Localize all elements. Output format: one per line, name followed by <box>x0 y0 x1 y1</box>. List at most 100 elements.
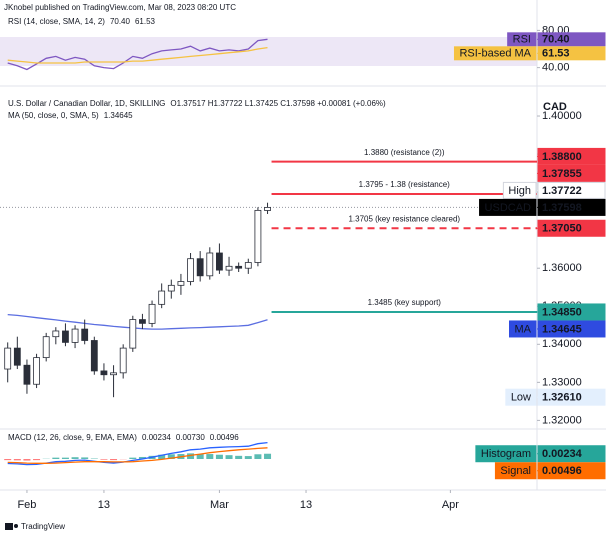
x-tick-label: Apr <box>442 499 459 511</box>
candle-body <box>62 330 69 343</box>
candle-body <box>235 265 243 269</box>
candle-body <box>90 340 98 372</box>
candle-body <box>110 372 117 376</box>
histogram-bar <box>215 454 223 459</box>
tag-label: 1.34850 <box>542 306 582 318</box>
candle-body <box>81 328 89 341</box>
histogram-bar <box>100 459 108 460</box>
candle-body <box>100 370 108 376</box>
tag-box <box>537 219 606 237</box>
candle-body <box>254 209 262 263</box>
candle-body <box>206 252 214 277</box>
candle-body <box>139 319 146 324</box>
tag-label: 1.32610 <box>542 392 582 404</box>
histogram-bar <box>206 454 214 459</box>
x-tick-label: Mar <box>210 499 229 511</box>
panel-title: RSI (14, close, SMA, 14, 2) <box>8 17 105 26</box>
tag-label: 70.40 <box>542 34 570 46</box>
candle-body <box>187 258 194 282</box>
candle-body <box>225 265 233 271</box>
tag-label: 61.53 <box>542 48 570 60</box>
series-line <box>7 46 268 64</box>
tag-name: RSI <box>513 34 531 46</box>
tag-box <box>537 320 606 338</box>
tag-label: 1.37050 <box>542 223 582 235</box>
y-tick-label: 1.33000 <box>542 376 582 388</box>
tag-label: 1.38800 <box>542 151 582 163</box>
candle-body <box>244 262 252 269</box>
histogram-bar <box>52 457 60 459</box>
tag-name: Low <box>511 392 531 404</box>
tag-name-box <box>479 198 537 216</box>
histogram-bar <box>235 455 243 459</box>
histogram-bar <box>33 459 41 461</box>
tag-label: 1.37598 <box>542 202 582 214</box>
x-tick-label: Feb <box>17 499 36 511</box>
y-tick-label: 1.36000 <box>542 262 582 274</box>
tag-name: Signal <box>500 465 531 477</box>
panel-title: MACD (12, 26, close, 9, EMA, EMA) <box>8 433 137 442</box>
quote: O1.37517 H1.37722 L1.37425 C1.37598 +0.0… <box>170 99 386 108</box>
series-title: MA (50, close, 0, SMA, 5) <box>8 111 99 120</box>
y-tick-label: 40.00 <box>542 62 570 74</box>
histogram-bar <box>196 454 204 459</box>
tag-label: 1.37855 <box>542 168 582 180</box>
tag-box <box>537 164 606 182</box>
header-value: 0.00234 <box>142 433 171 442</box>
level-label: 1.3485 (key support) <box>368 298 442 307</box>
tag-box <box>537 32 606 47</box>
tag-label: 1.37722 <box>542 185 582 197</box>
header-value: 0.00730 <box>176 433 205 442</box>
tag-name: RSI-based MA <box>459 48 531 60</box>
candle-body <box>129 319 137 349</box>
histogram-bar <box>138 456 146 459</box>
histogram-bar <box>23 459 31 461</box>
histogram-bar <box>13 459 21 461</box>
candle-body <box>52 330 60 338</box>
histogram-bar <box>167 454 175 459</box>
y-tick-label: 1.32000 <box>542 414 582 426</box>
histogram-bar <box>187 453 195 459</box>
y-tick-label: 1.34000 <box>542 338 582 350</box>
tag-name-box <box>505 388 537 406</box>
candle-body <box>4 347 12 370</box>
footer-logo <box>5 523 18 530</box>
header-value: 0.00496 <box>210 433 239 442</box>
candle-body <box>71 328 79 343</box>
tag-box <box>537 445 606 463</box>
candle-body <box>167 284 175 292</box>
histogram-bar <box>110 459 118 461</box>
histogram-bar <box>4 459 12 461</box>
level-label: 1.3705 (key resistance cleared) <box>348 214 460 223</box>
series-line <box>7 313 268 330</box>
histogram-bar <box>244 456 252 459</box>
tag-name-box <box>507 32 537 47</box>
level-label: 1.3880 (resistance (2)) <box>364 148 445 157</box>
candle-body <box>23 364 31 385</box>
candle-body <box>119 347 127 374</box>
level-label: 1.3795 - 1.38 (resistance) <box>359 180 450 189</box>
tag-name-box <box>509 320 537 338</box>
histogram-bar <box>71 457 79 459</box>
histogram-bar <box>254 454 262 459</box>
tag-label: 0.00496 <box>542 465 582 477</box>
candle-body <box>158 290 166 305</box>
tag-name: Histogram <box>481 448 531 460</box>
tag-box <box>537 46 606 61</box>
tag-name: MA <box>515 323 532 335</box>
candle-body <box>264 207 271 211</box>
tag-name: USDCAD <box>485 202 532 214</box>
header-value: 61.53 <box>135 17 156 26</box>
histogram-bar <box>225 455 233 459</box>
rsi-band <box>0 37 537 66</box>
candle-body <box>42 336 50 359</box>
tag-box <box>537 462 606 480</box>
tag-box <box>537 198 606 216</box>
series-line <box>7 38 268 71</box>
tag-name-box <box>475 445 537 463</box>
histogram-bar <box>264 453 272 459</box>
tag-label: 0.00234 <box>542 448 583 460</box>
candle-body <box>148 303 156 324</box>
tag-box <box>537 147 606 165</box>
